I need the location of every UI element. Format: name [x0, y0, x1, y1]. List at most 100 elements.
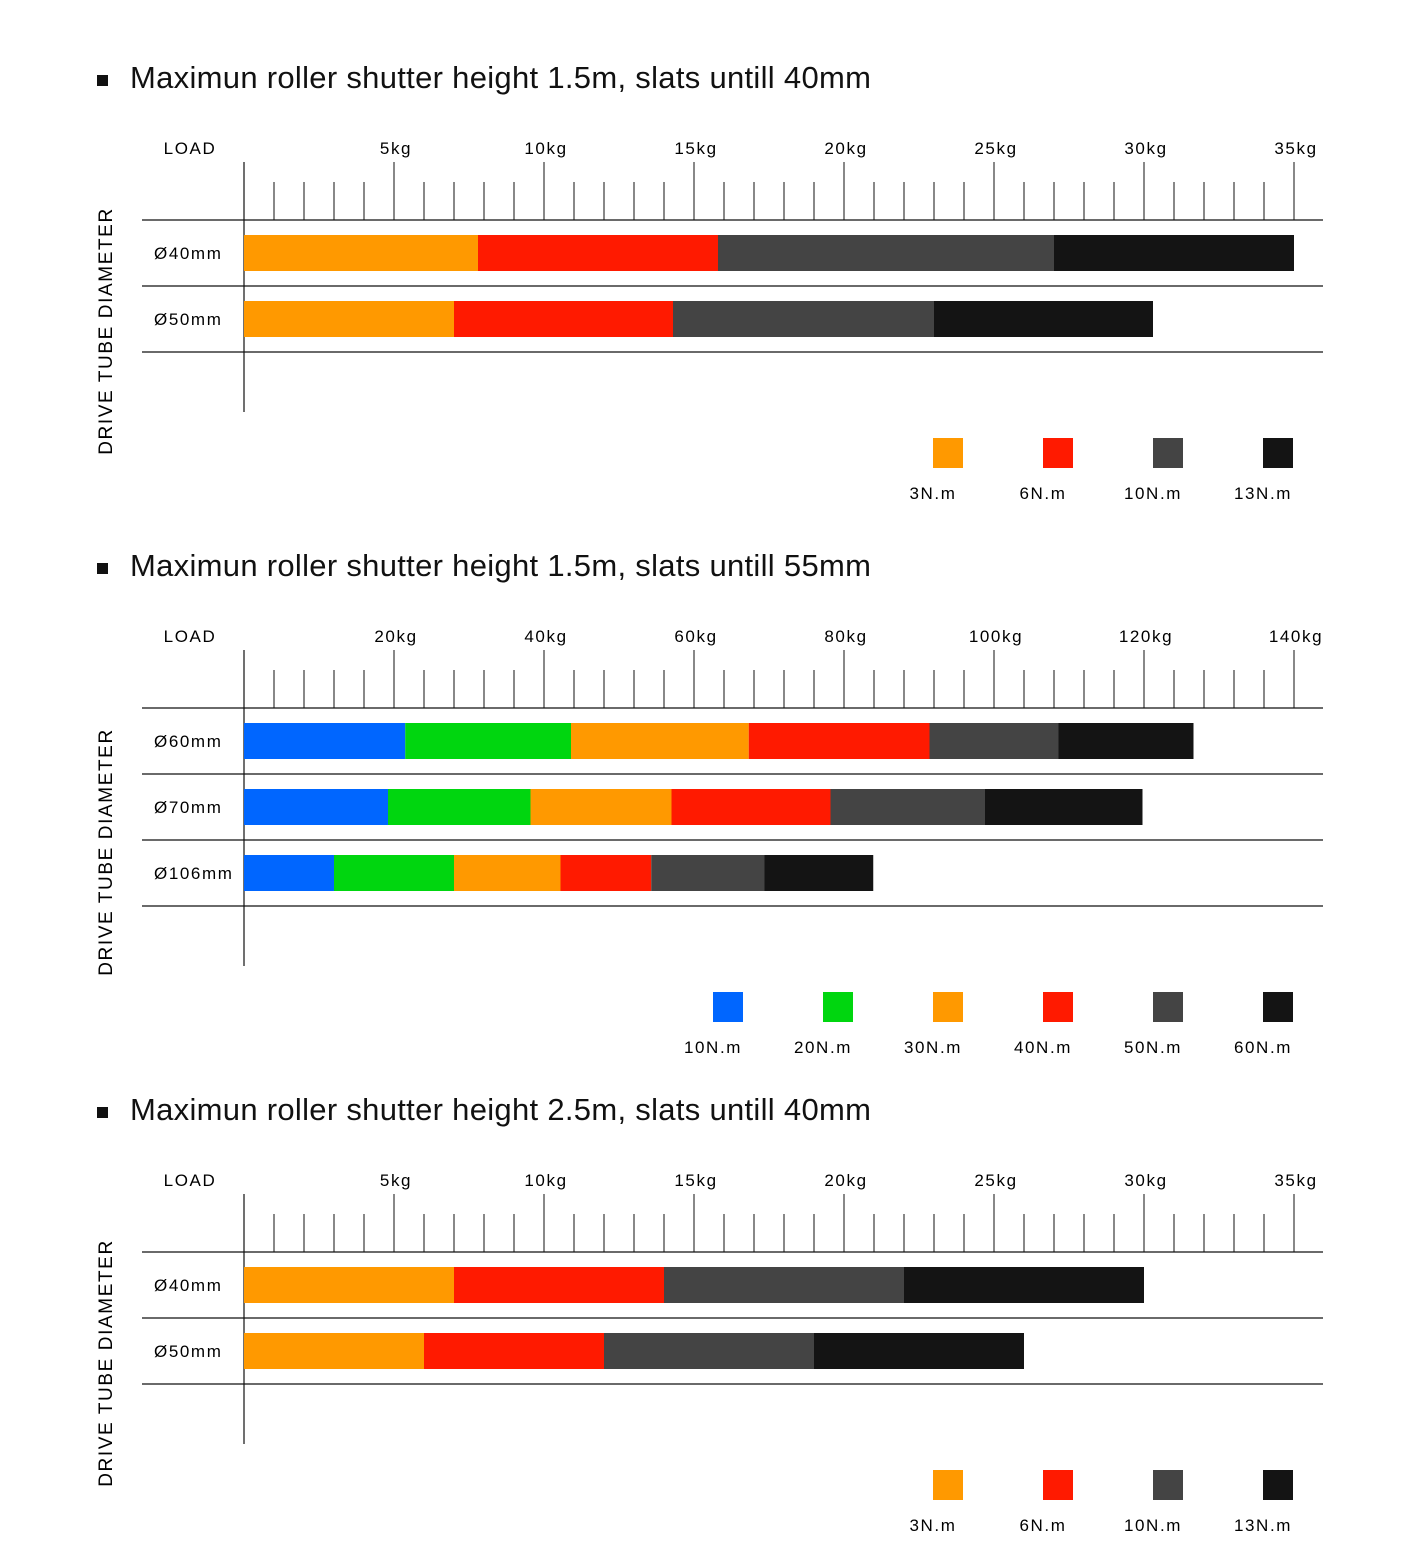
row-category-label: Ø50mm	[154, 1342, 222, 1361]
row-category-label: Ø40mm	[154, 1276, 222, 1295]
bar-segment	[530, 789, 672, 825]
bar-segment	[748, 723, 930, 759]
legend-swatch	[933, 992, 963, 1022]
tick-label: 5kg	[380, 1171, 412, 1190]
row-category-label: Ø60mm	[154, 732, 222, 751]
legend-label: 30N.m	[904, 1038, 962, 1057]
chart-title: Maximun roller shutter height 2.5m, slat…	[130, 1092, 872, 1127]
tick-label: 40kg	[524, 627, 567, 646]
legend-label: 10N.m	[1124, 484, 1182, 503]
bar-segment	[244, 235, 478, 271]
tick-label: 20kg	[824, 139, 867, 158]
legend-label: 60N.m	[1234, 1038, 1292, 1057]
bar-segment	[454, 301, 673, 337]
bar-segment	[244, 855, 334, 891]
stacked-bar-chart: DRIVE TUBE DIAMETER LOAD 20kg 40kg 60kg 80kg 1…	[96, 627, 1323, 1057]
bar-segment	[671, 789, 831, 825]
legend-swatch	[1153, 438, 1183, 468]
bullet-square-icon	[97, 1107, 108, 1118]
x-axis-label: LOAD	[164, 139, 217, 158]
legend-label: 20N.m	[794, 1038, 852, 1057]
legend-swatch	[1153, 1470, 1183, 1500]
bar-segment	[454, 1267, 664, 1303]
tick-label: 25kg	[974, 139, 1017, 158]
bar-segment	[244, 301, 454, 337]
tick-label: 30kg	[1124, 139, 1167, 158]
row-category-label: Ø70mm	[154, 798, 222, 817]
legend-swatch	[1043, 992, 1073, 1022]
legend-label: 6N.m	[1019, 484, 1066, 503]
bar-segment	[830, 789, 985, 825]
tick-label: 20kg	[374, 627, 417, 646]
bar-segment	[1054, 235, 1294, 271]
tick-label: 120kg	[1119, 627, 1173, 646]
bar-segment	[334, 855, 454, 891]
bullet-square-icon	[97, 75, 108, 86]
bar-segment	[244, 1267, 454, 1303]
bar-segment	[244, 789, 388, 825]
legend-swatch	[933, 1470, 963, 1500]
legend-label: 3N.m	[909, 1516, 956, 1535]
bar-segment	[929, 723, 1059, 759]
tick-label: 60kg	[674, 627, 717, 646]
bar-segment	[673, 301, 934, 337]
tick-label: 15kg	[674, 139, 717, 158]
legend-label: 6N.m	[1019, 1516, 1066, 1535]
tick-label: 140kg	[1269, 627, 1323, 646]
chart-title: Maximun roller shutter height 1.5m, slat…	[130, 60, 872, 95]
bar-segment	[571, 723, 749, 759]
bar-segment	[985, 789, 1143, 825]
legend-label: 13N.m	[1234, 1516, 1292, 1535]
stacked-bar-chart: DRIVE TUBE DIAMETER LOAD 5kg 10kg 15kg 20kg 25…	[96, 139, 1323, 503]
tick-label: 15kg	[674, 1171, 717, 1190]
tick-label: 25kg	[974, 1171, 1017, 1190]
tick-label: 10kg	[524, 1171, 567, 1190]
y-axis-label: DRIVE TUBE DIAMETER	[96, 728, 117, 976]
bar-segment	[604, 1333, 814, 1369]
bar-segment	[718, 235, 1054, 271]
x-axis-label: LOAD	[164, 627, 217, 646]
bar-segment	[478, 235, 718, 271]
tick-label: 35kg	[1274, 139, 1317, 158]
tick-label: 5kg	[380, 139, 412, 158]
stacked-bar-chart: DRIVE TUBE DIAMETER LOAD 5kg 10kg 15kg 20kg 25…	[96, 1171, 1323, 1535]
legend-swatch	[1153, 992, 1183, 1022]
legend-label: 10N.m	[1124, 1516, 1182, 1535]
legend-swatch	[823, 992, 853, 1022]
legend-swatch	[1043, 438, 1073, 468]
bar-segment	[664, 1267, 904, 1303]
bar-segment	[244, 723, 406, 759]
legend-swatch	[1263, 1470, 1293, 1500]
legend-swatch	[713, 992, 743, 1022]
bullet-square-icon	[97, 563, 108, 574]
bar-segment	[904, 1267, 1144, 1303]
tick-label: 100kg	[969, 627, 1023, 646]
legend-swatch	[1263, 992, 1293, 1022]
legend-label: 10N.m	[684, 1038, 742, 1057]
legend-label: 40N.m	[1014, 1038, 1072, 1057]
bar-segment	[560, 855, 652, 891]
tick-label: 20kg	[824, 1171, 867, 1190]
bar-segment	[651, 855, 765, 891]
bar-segment	[764, 855, 874, 891]
chart-title: Maximun roller shutter height 1.5m, slat…	[130, 548, 872, 583]
tick-label: 80kg	[824, 627, 867, 646]
legend-swatch	[1263, 438, 1293, 468]
tick-label: 30kg	[1124, 1171, 1167, 1190]
legend-label: 3N.m	[909, 484, 956, 503]
bar-segment	[424, 1333, 604, 1369]
legend-label: 13N.m	[1234, 484, 1292, 503]
bar-segment	[1058, 723, 1194, 759]
bar-segment	[814, 1333, 1024, 1369]
tick-label: 35kg	[1274, 1171, 1317, 1190]
row-category-label: Ø40mm	[154, 244, 222, 263]
bar-segment	[934, 301, 1153, 337]
tick-label: 10kg	[524, 139, 567, 158]
bar-segment	[244, 1333, 424, 1369]
legend-swatch	[1043, 1470, 1073, 1500]
row-category-label: Ø106mm	[154, 864, 234, 883]
x-axis-label: LOAD	[164, 1171, 217, 1190]
legend-label: 50N.m	[1124, 1038, 1182, 1057]
bar-segment	[388, 789, 531, 825]
row-category-label: Ø50mm	[154, 310, 222, 329]
